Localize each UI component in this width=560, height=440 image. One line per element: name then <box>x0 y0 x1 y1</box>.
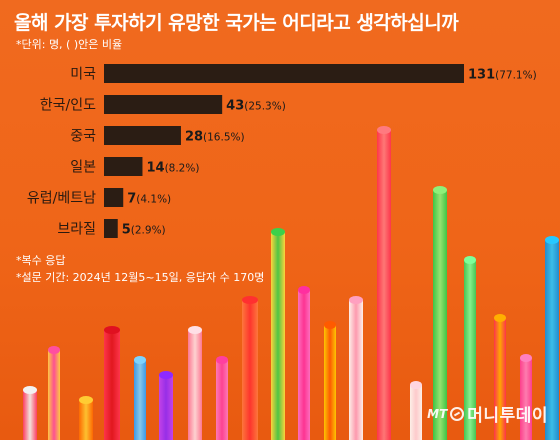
data-label: 14(8.2%) <box>146 161 199 176</box>
category-label: 중국 <box>70 129 96 145</box>
data-percent: (77.1%) <box>495 70 537 82</box>
data-percent: (2.9%) <box>131 225 166 237</box>
data-value: 5 <box>122 223 131 238</box>
category-label: 브라질 <box>57 222 96 238</box>
bar <box>104 157 143 176</box>
bar <box>104 126 181 145</box>
data-value: 7 <box>127 192 136 207</box>
data-percent: (25.3%) <box>244 101 286 113</box>
note-multiple-response: *복수 응답 <box>16 254 66 267</box>
category-label: 일본 <box>70 160 96 176</box>
category-label: 미국 <box>70 67 96 83</box>
data-percent: (16.5%) <box>203 132 245 144</box>
data-value: 131 <box>468 68 495 83</box>
category-label: 유럽/베트남 <box>27 191 96 207</box>
unit-note: *단위: 명, ( )안은 비율 <box>16 38 123 51</box>
data-percent: (8.2%) <box>165 163 200 175</box>
data-label: 5(2.9%) <box>122 223 166 238</box>
data-value: 28 <box>185 130 203 145</box>
data-label: 131(77.1%) <box>468 68 537 83</box>
data-label: 28(16.5%) <box>185 130 245 145</box>
data-label: 43(25.3%) <box>226 99 286 114</box>
logo-name: 머니투데이 <box>467 406 548 426</box>
survey-notes: *복수 응답 *설문 기간: 2024년 12월5~15일, 응답자 수 170… <box>16 252 264 286</box>
moneytoday-logo: MT 머니투데이 <box>427 401 548 426</box>
note-survey-period: *설문 기간: 2024년 12월5~15일, 응답자 수 170명 <box>16 271 265 284</box>
bar <box>104 95 223 114</box>
bar <box>104 188 124 207</box>
logo-mt: MT <box>427 406 448 421</box>
category-label: 한국/인도 <box>40 98 96 114</box>
chart-title: 올해 가장 투자하기 유망한 국가는 어디라고 생각하십니까 <box>14 12 459 34</box>
bar <box>104 219 118 238</box>
data-value: 43 <box>226 99 244 114</box>
data-label: 7(4.1%) <box>127 192 171 207</box>
data-value: 14 <box>146 161 164 176</box>
bar <box>104 64 464 83</box>
logo-mark-icon <box>450 406 465 421</box>
data-percent: (4.1%) <box>136 194 171 206</box>
